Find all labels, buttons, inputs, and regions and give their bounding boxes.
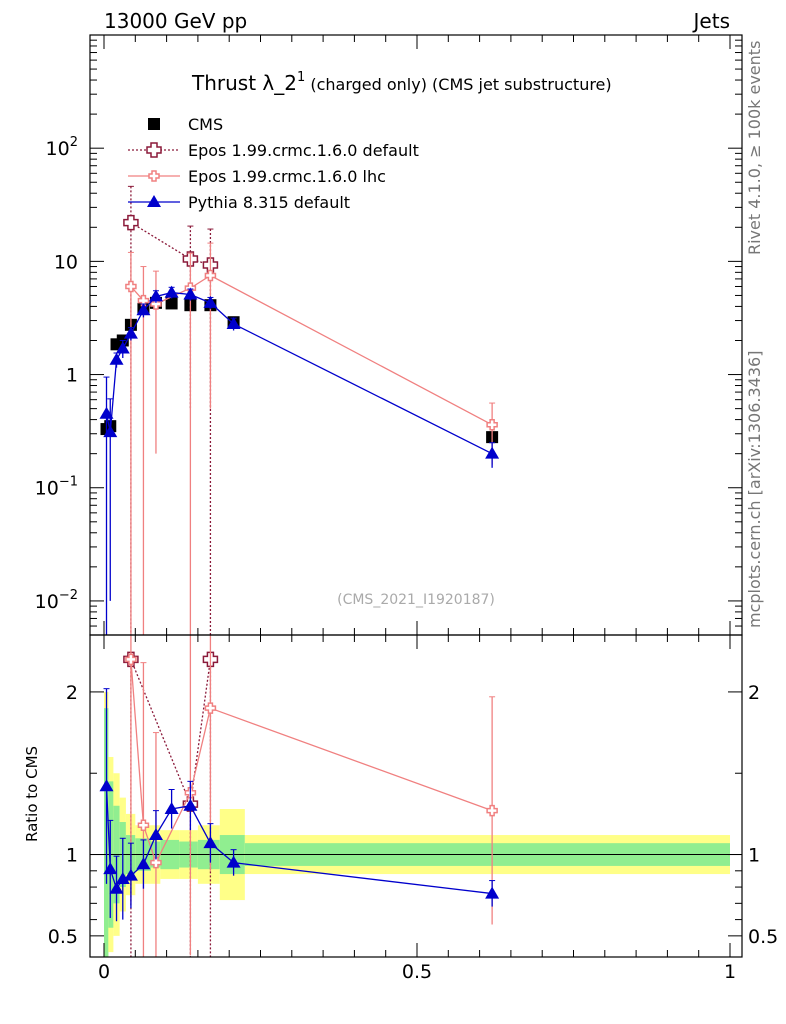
point-main [109, 352, 124, 365]
uncertainty-bands [104, 691, 730, 957]
point-main [115, 341, 130, 354]
ratio-frame [89, 634, 743, 958]
point-ratio [226, 855, 241, 868]
legend: CMS Epos 1.99.crmc.1.6.0 default Epos 1.99… [128, 115, 419, 212]
point-main [123, 214, 139, 231]
y-tick-label: 1 [66, 365, 78, 387]
x-tick-label: 0 [98, 961, 110, 983]
legend-label: Epos 1.99.crmc.1.6.0 default [188, 141, 419, 160]
point-main [99, 406, 114, 419]
point-main [183, 287, 198, 300]
header-left: 13000 GeV pp [104, 9, 247, 33]
point-ratio [486, 804, 498, 817]
ratio-tick-label-left: 1 [66, 845, 78, 867]
point-ratio [150, 856, 162, 869]
ratio-ylabel: Ratio to CMS [23, 746, 41, 842]
legend-label: Pythia 8.315 default [188, 193, 350, 212]
point-main [204, 269, 217, 282]
y-tick-label: 102 [46, 135, 78, 160]
point-main [103, 425, 118, 438]
legend-marker [146, 142, 162, 158]
point-main [164, 285, 179, 298]
point-main [486, 419, 498, 431]
x-tick-label: 1 [724, 961, 736, 983]
point-main [203, 295, 218, 308]
ratio-tick-label-right: 1 [748, 845, 760, 867]
point-ratio [485, 886, 500, 899]
x-tick-label: 0.5 [402, 961, 432, 983]
point-main [125, 280, 137, 293]
side-text-top: Rivet 4.1.0, ≥ 100k events [745, 41, 764, 255]
chart-title: Thrust λ_21 (charged only) (CMS jet subs… [191, 70, 612, 95]
point-ratio [137, 819, 150, 832]
point-main [123, 326, 138, 339]
point-ratio [125, 653, 137, 666]
y-tick-label: 10−2 [35, 588, 78, 613]
series-3 [99, 285, 500, 922]
legend-label: Epos 1.99.crmc.1.6.0 lhc [188, 167, 386, 186]
y-tick-label: 10−1 [35, 475, 78, 500]
point-main [226, 316, 241, 329]
point-main [137, 294, 150, 307]
point-ratio [204, 702, 217, 714]
point-ratio [99, 779, 114, 792]
point-main [136, 303, 151, 316]
watermark: (CMS_2021_I1920187) [337, 592, 495, 608]
legend-marker [148, 118, 160, 130]
side-text-bottom: mcplots.cern.ch [arXiv:1306.3436] [745, 351, 764, 628]
point-main [485, 446, 500, 459]
point-ratio [123, 868, 138, 881]
point-ratio [109, 881, 124, 894]
ratio-tick-label-left: 0.5 [48, 926, 78, 948]
ratio-tick-label-right: 0.5 [748, 926, 778, 948]
header-right: Jets [692, 9, 730, 33]
point-main [148, 289, 163, 302]
point-ratio [148, 828, 163, 841]
legend-marker [147, 195, 161, 207]
point-ratio [183, 798, 198, 811]
point-ratio [103, 862, 118, 875]
series-line-main [130, 222, 211, 266]
point-ratio [115, 871, 130, 884]
point-ratio [164, 802, 179, 815]
point-ratio [203, 836, 218, 849]
series-layer [99, 185, 500, 957]
series-line-ratio [130, 659, 493, 865]
ratio-tick-label-right: 2 [748, 682, 760, 704]
series-line-main [105, 291, 493, 455]
y-tick-label: 10 [54, 251, 78, 273]
axes: 10−2 10−1 1 10 102 0.5 0.5 1 1 2 2 0 0.5 1 [35, 35, 778, 983]
ratio-tick-label-left: 2 [66, 682, 78, 704]
point-main [165, 297, 178, 310]
point-ratio [136, 857, 151, 870]
series-0 [100, 296, 499, 444]
legend-label: CMS [188, 115, 223, 134]
legend-marker [148, 170, 160, 182]
